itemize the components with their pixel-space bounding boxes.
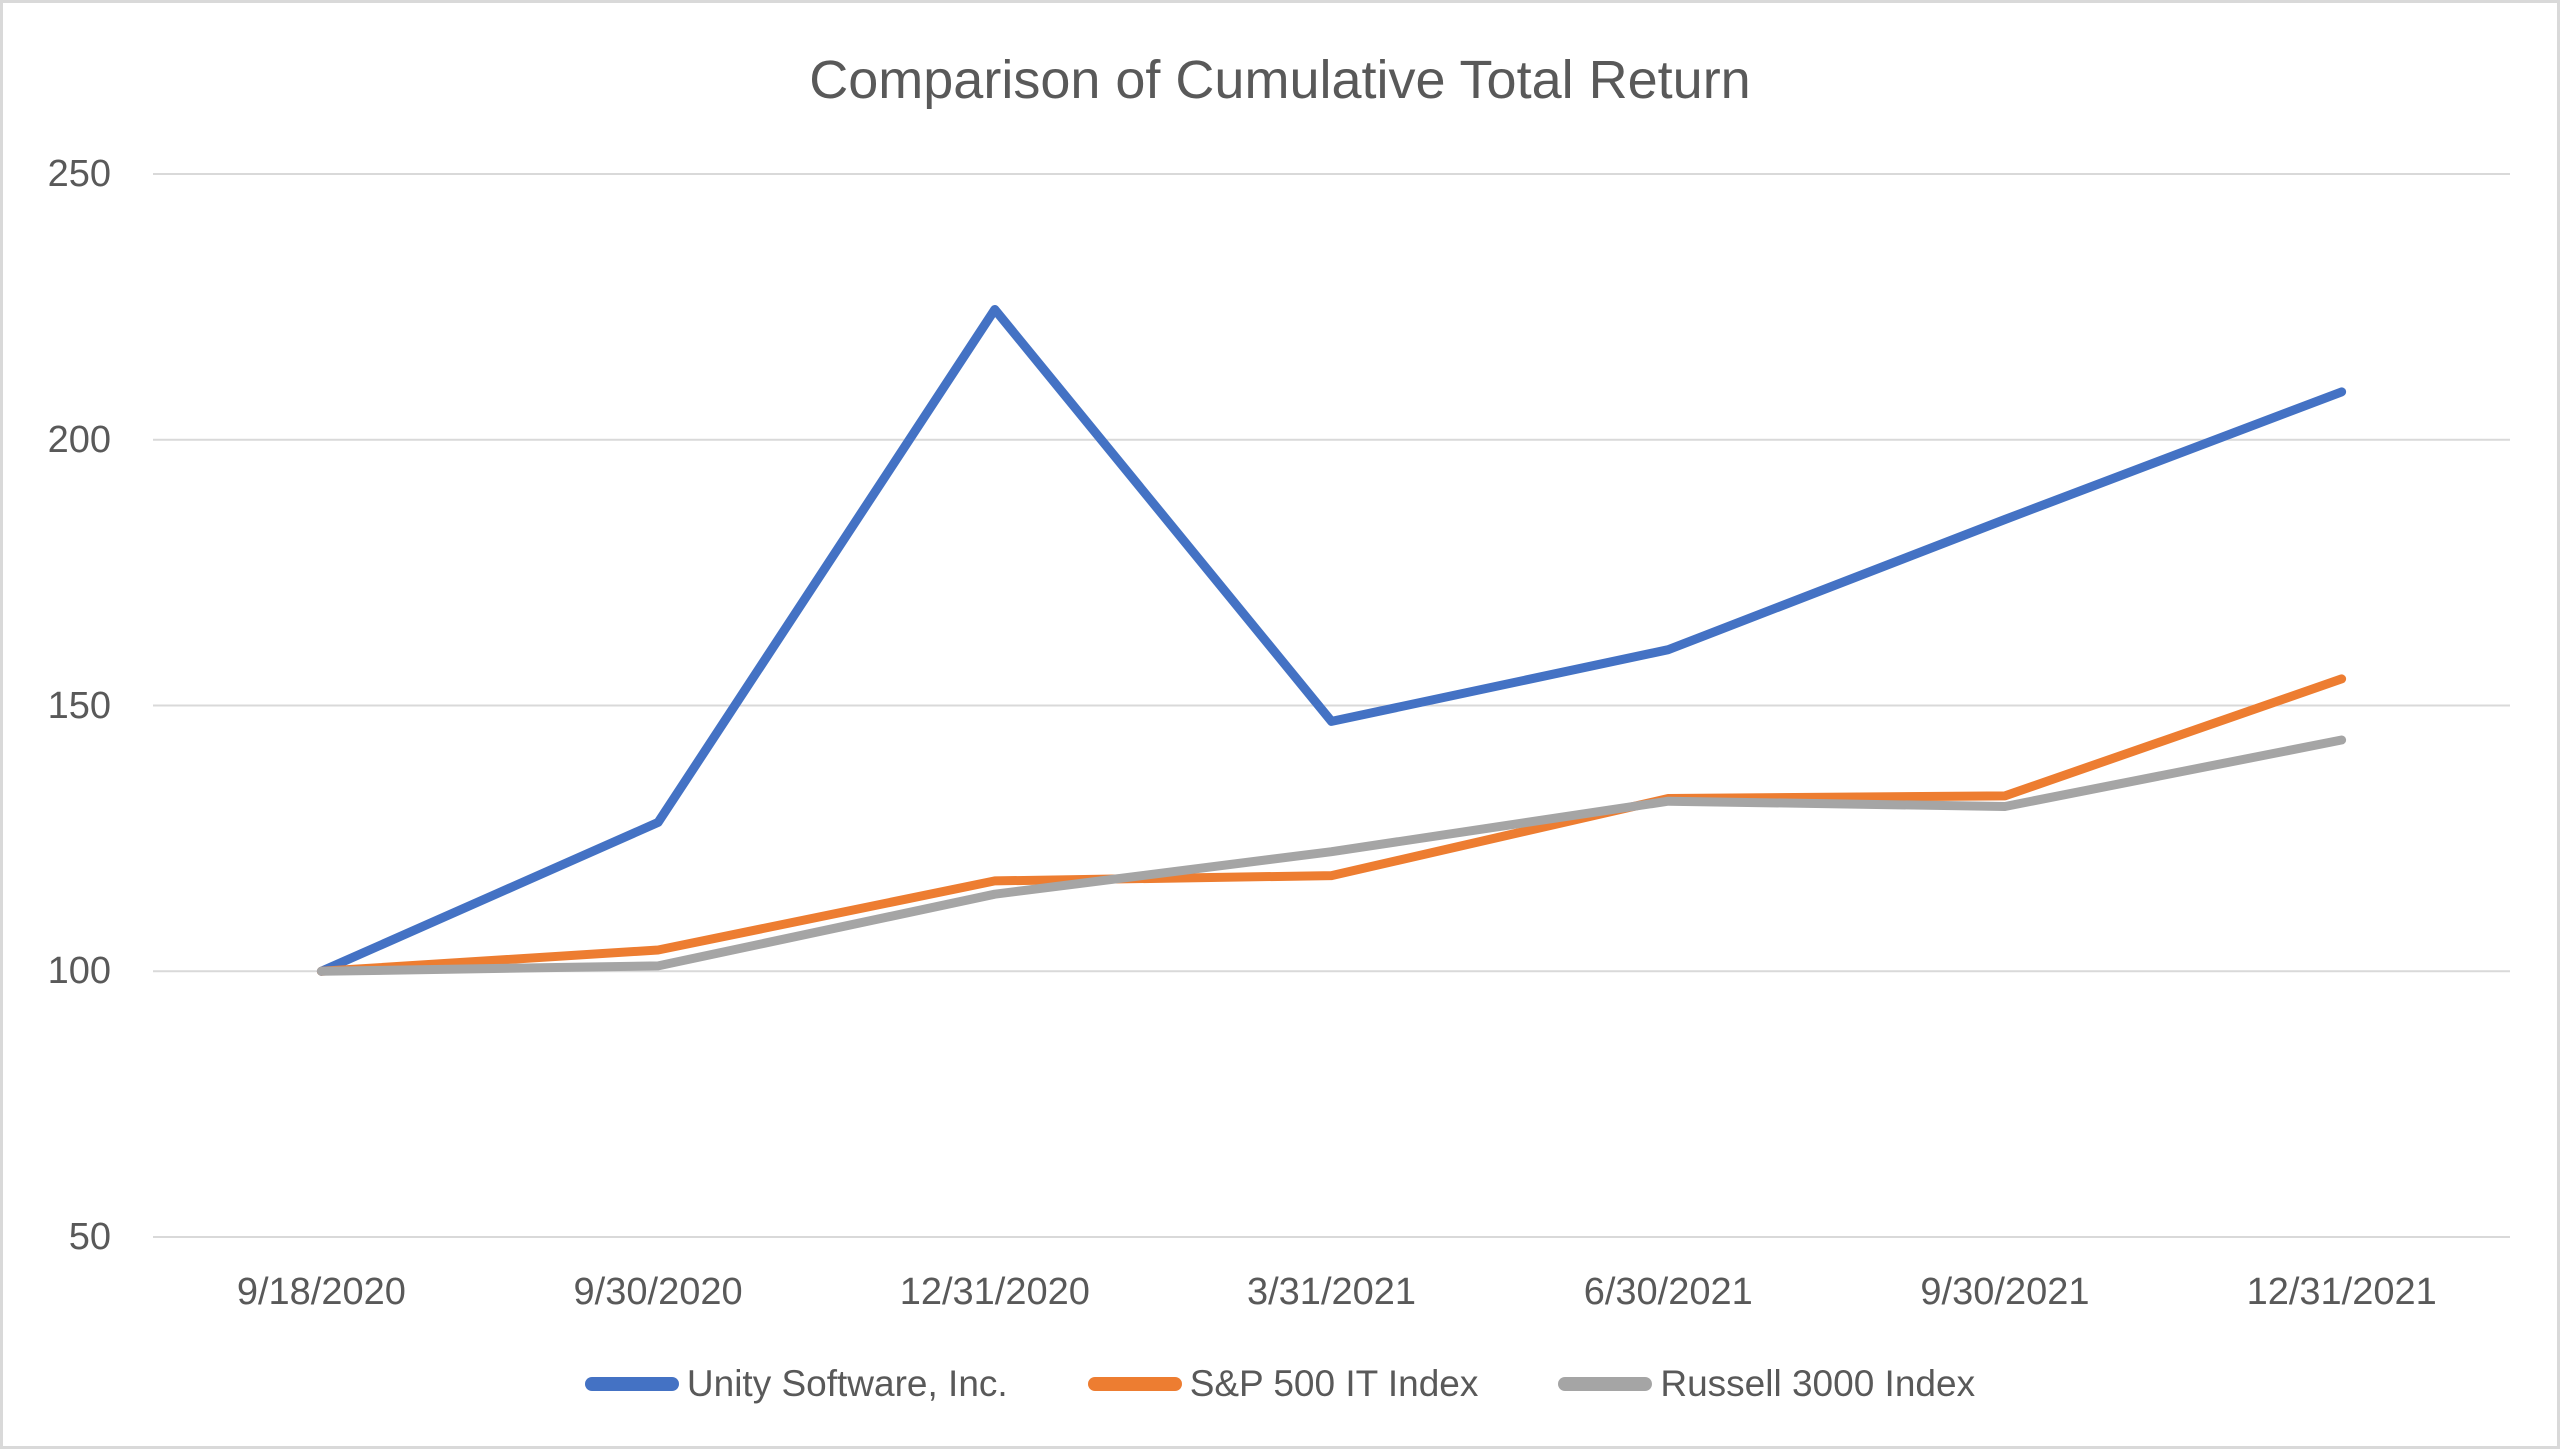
x-axis-label: 6/30/2021 <box>1583 1271 1753 1313</box>
y-axis-label-250: 250 <box>47 153 111 195</box>
legend-item: Russell 3000 Index <box>1558 1359 1975 1409</box>
series-line-unity-software-inc <box>316 305 2347 976</box>
y-axis-label-150: 150 <box>47 684 111 727</box>
legend-label: Russell 3000 Index <box>1660 1363 1976 1404</box>
y-axis-label-200: 200 <box>47 418 111 461</box>
x-axis-label: 9/30/2021 <box>1920 1271 2090 1313</box>
x-axis-label: 9/18/2020 <box>236 1271 406 1313</box>
chart-title: Comparison of Cumulative Total Return <box>809 50 1751 110</box>
x-axis: 9/18/2020 9/30/2020 12/31/2020 3/31/2021 6/3… <box>153 1265 2510 1319</box>
legend-item: Unity Software, Inc. <box>584 1359 1008 1409</box>
plot-area <box>153 173 2510 1238</box>
x-axis-label: 12/31/2021 <box>2246 1271 2437 1313</box>
series-line-russell-3000-index <box>316 735 2347 976</box>
series-line-s-p-500-it-index <box>316 674 2347 976</box>
y-axis-label-50: 50 <box>68 1216 111 1258</box>
y-axis-label-100: 100 <box>47 950 111 993</box>
x-axis-label: 12/31/2020 <box>899 1271 1090 1313</box>
legend-label: S&P 500 IT Index <box>1189 1363 1479 1404</box>
legend-swatch-icon <box>1558 1377 1653 1391</box>
legend-swatch-icon <box>584 1377 679 1391</box>
legend-label: Unity Software, Inc. <box>686 1363 1008 1404</box>
legend: Unity Software, Inc. S&P 500 IT Index Russ… <box>3 1355 2557 1413</box>
x-axis-label: 3/31/2021 <box>1246 1271 1417 1313</box>
legend-swatch-icon <box>1087 1377 1182 1391</box>
x-axis-label: 9/30/2020 <box>573 1271 743 1313</box>
legend-item: S&P 500 IT Index <box>1087 1359 1479 1409</box>
series-lines <box>316 305 2347 976</box>
gridlines <box>153 173 2510 1238</box>
